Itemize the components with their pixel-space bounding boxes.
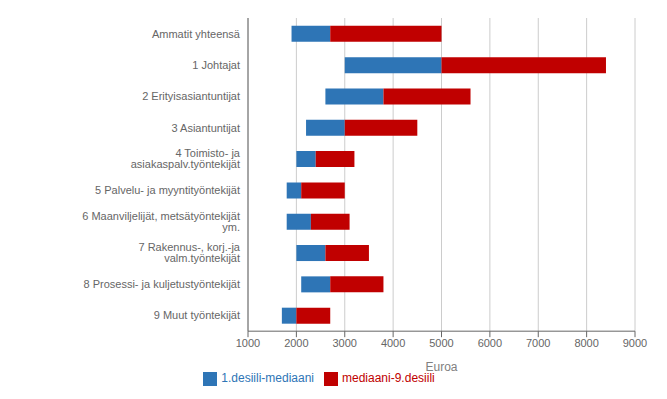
svg-text:8 Prosessi- ja kuljetustyöntek: 8 Prosessi- ja kuljetustyöntekijät [83,278,240,290]
svg-text:9000: 9000 [623,337,647,349]
svg-text:3 Asiantuntijat: 3 Asiantuntijat [172,122,241,134]
svg-text:6 Maanviljelijät, metsätyöntek: 6 Maanviljelijät, metsätyöntekijätym. [82,210,240,233]
svg-text:4 Toimisto- jaasiakaspalv.työn: 4 Toimisto- jaasiakaspalv.työntekijät [131,147,241,170]
svg-text:2 Erityisasiantuntijat: 2 Erityisasiantuntijat [142,90,240,102]
html-text:1.desiili-mediaani: 1.desiili-mediaani [221,371,314,386]
svg-text:4000: 4000 [381,337,405,349]
svg-text:3000: 3000 [333,337,357,349]
svg-text:5 Palvelu- ja myyntityöntekijä: 5 Palvelu- ja myyntityöntekijät [95,184,240,196]
svg-text:8000: 8000 [574,337,598,349]
svg-text:6000: 6000 [478,337,502,349]
svg-text:2000: 2000 [284,337,308,349]
svg-text:1 Johtajat: 1 Johtajat [192,59,240,71]
svg-text:Euroa: Euroa [425,360,457,374]
svg-text:Ammatit yhteensä: Ammatit yhteensä [152,28,241,40]
svg-text:7 Rakennus-, korj.-javalm.työn: 7 Rakennus-, korj.-javalm.työntekijät [139,241,241,264]
html-text:mediaani-9.desiili: mediaani-9.desiili [342,371,435,386]
svg-text:1000: 1000 [236,337,260,349]
svg-text:9 Muut työntekijät: 9 Muut työntekijät [154,309,240,321]
svg-text:5000: 5000 [429,337,453,349]
svg-text:7000: 7000 [526,337,550,349]
